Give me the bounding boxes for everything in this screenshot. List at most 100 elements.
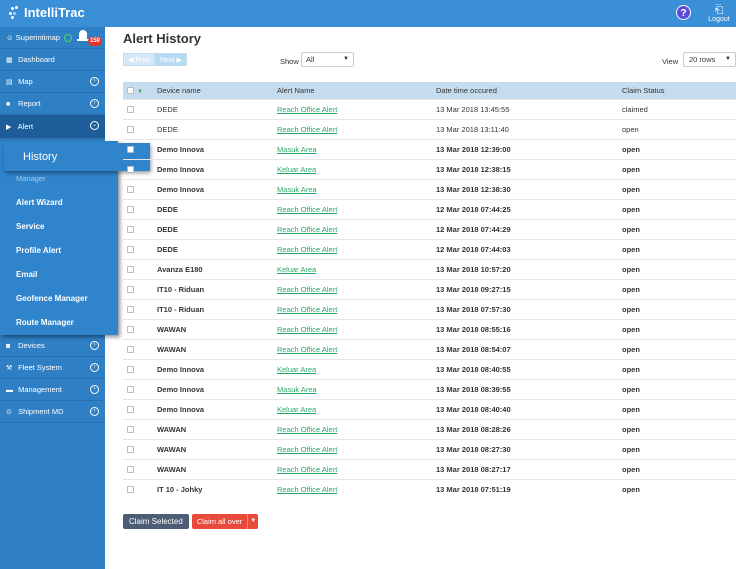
sidebar-item-management[interactable]: ▬ Management ›	[0, 379, 105, 401]
row-checkbox-cell[interactable]	[123, 258, 153, 279]
row-checkbox[interactable]	[127, 366, 134, 374]
table-row[interactable]: DEDE Reach Office Alert 12 Mar 2018 07:44:…	[123, 218, 736, 239]
row-checkbox[interactable]	[127, 326, 134, 334]
row-checkbox-cell[interactable]	[123, 218, 153, 239]
row-checkbox-cell[interactable]	[123, 318, 153, 339]
view-select[interactable]: 20 rows ▼	[683, 52, 736, 67]
row-checkbox[interactable]	[127, 226, 134, 234]
col-datetime[interactable]: Date time occured	[432, 82, 618, 99]
prev-button[interactable]: ◀ Prev	[123, 53, 155, 66]
bell-icon[interactable]	[77, 30, 89, 43]
row-checkbox[interactable]	[127, 466, 134, 474]
row-checkbox[interactable]	[127, 346, 134, 354]
alert-link[interactable]: Reach Office Alert	[277, 324, 338, 334]
help-button[interactable]: ?	[676, 5, 691, 20]
table-row[interactable]: Demo Innova Masuk Area 13 Mar 2018 08:39:5…	[123, 378, 736, 399]
sidebar-item-map[interactable]: ▤ Map ›	[0, 71, 105, 93]
table-row[interactable]: WAWAN Reach Office Alert 13 Mar 2018 08:55…	[123, 318, 736, 339]
row-checkbox[interactable]	[127, 186, 134, 194]
row-checkbox[interactable]	[127, 106, 134, 114]
submenu-item-alert-wizard[interactable]: Alert Wizard	[16, 198, 63, 207]
sidebar-item-shipment-md[interactable]: ⊙ Shipment MD ›	[0, 401, 105, 423]
alert-link[interactable]: Masuk Area	[277, 184, 317, 194]
claim-selected-button[interactable]: Claim Selected	[123, 514, 189, 529]
table-row[interactable]: Avanza E180 Keluar Area 13 Mar 2018 10:57:…	[123, 258, 736, 279]
table-row[interactable]: DEDE Reach Office Alert 12 Mar 2018 07:44:…	[123, 198, 736, 219]
col-device-name[interactable]: Device name	[153, 82, 273, 99]
alert-link[interactable]: Keluar Area	[277, 364, 317, 374]
row-checkbox-cell[interactable]	[123, 198, 153, 219]
next-button[interactable]: Next ▶	[155, 53, 187, 66]
logo[interactable]: IntelliTrac	[8, 4, 85, 20]
sidebar-item-report[interactable]: ■ Report ›	[0, 93, 105, 115]
sort-caret-icon[interactable]: ▼	[137, 88, 143, 95]
alert-link[interactable]: Reach Office Alert	[277, 104, 338, 114]
sidebar-item-fleet-system[interactable]: ⚒ Fleet System ›	[0, 357, 105, 379]
row-checkbox[interactable]	[127, 386, 134, 394]
row-checkbox-cell[interactable]	[123, 298, 153, 319]
row-checkbox-cell[interactable]	[123, 238, 153, 259]
row-checkbox-cell[interactable]	[123, 438, 153, 459]
submenu-item-service[interactable]: Service	[16, 222, 45, 231]
row-checkbox-cell[interactable]	[123, 378, 153, 399]
sidebar-item-alert[interactable]: ▶ Alert ⌄	[0, 115, 105, 139]
submenu-item-profile-alert[interactable]: Profile Alert	[16, 246, 62, 255]
row-checkbox[interactable]	[127, 266, 134, 274]
select-all-checkbox[interactable]	[127, 87, 134, 95]
row-checkbox-cell[interactable]	[123, 178, 153, 199]
alert-link[interactable]: Reach Office Alert	[277, 344, 338, 354]
alert-link[interactable]: Reach Office Alert	[277, 224, 338, 234]
row-checkbox[interactable]	[127, 486, 134, 494]
row-checkbox[interactable]	[127, 146, 134, 154]
row-checkbox[interactable]	[127, 246, 134, 254]
row-checkbox-cell[interactable]	[123, 98, 153, 119]
alert-link[interactable]: Reach Office Alert	[277, 204, 338, 214]
row-checkbox-cell[interactable]	[123, 418, 153, 439]
alert-link[interactable]: Reach Office Alert	[277, 284, 338, 294]
row-checkbox-cell[interactable]	[123, 478, 153, 499]
row-checkbox[interactable]	[127, 306, 134, 314]
show-select[interactable]: All ▼	[301, 52, 354, 67]
table-row[interactable]: WAWAN Reach Office Alert 13 Mar 2018 08:27…	[123, 458, 736, 479]
table-row[interactable]: DEDE Reach Office Alert 12 Mar 2018 07:44:…	[123, 238, 736, 259]
submenu-item-email[interactable]: Email	[16, 270, 38, 279]
table-row[interactable]: IT10 - Riduan Reach Office Alert 13 Mar 20…	[123, 298, 736, 319]
submenu-item-geofence-manager[interactable]: Geofence Manager	[16, 294, 88, 303]
table-row[interactable]: Demo Innova Keluar Area 13 Mar 2018 08:40:…	[123, 358, 736, 379]
row-checkbox-cell[interactable]	[123, 358, 153, 379]
row-checkbox[interactable]	[127, 426, 134, 434]
table-row[interactable]: IT10 - Riduan Reach Office Alert 13 Mar 20…	[123, 278, 736, 299]
table-row[interactable]: Demo Innova Masuk Area 13 Mar 2018 12:38:3…	[123, 178, 736, 199]
row-checkbox-cell[interactable]	[123, 458, 153, 479]
col-claim-status[interactable]: Claim Status	[618, 82, 736, 99]
table-row[interactable]: WAWAN Reach Office Alert 13 Mar 2018 08:27…	[123, 438, 736, 459]
alert-link[interactable]: Reach Office Alert	[277, 304, 338, 314]
row-checkbox[interactable]	[127, 286, 134, 294]
alert-link[interactable]: Reach Office Alert	[277, 464, 338, 474]
table-row[interactable]: Demo Innova Masuk Area 13 Mar 2018 12:39:0…	[123, 138, 736, 159]
row-checkbox[interactable]	[127, 406, 134, 414]
row-checkbox[interactable]	[127, 166, 134, 174]
col-alert-name[interactable]: Alert Name	[273, 82, 432, 99]
select-all-header[interactable]: ▼	[123, 82, 153, 99]
row-checkbox-cell[interactable]	[123, 118, 153, 139]
row-checkbox-cell[interactable]	[123, 338, 153, 359]
alert-link[interactable]: Reach Office Alert	[277, 424, 338, 434]
alert-link[interactable]: Masuk Area	[277, 144, 317, 154]
table-row[interactable]: DEDE Reach Office Alert 13 Mar 2018 13:11:…	[123, 118, 736, 139]
table-row[interactable]: IT 10 - Johky Reach Office Alert 13 Mar 20…	[123, 478, 736, 499]
sidebar-item-devices[interactable]: ◙ Devices ›	[0, 335, 105, 357]
alert-link[interactable]: Reach Office Alert	[277, 124, 338, 134]
alert-link[interactable]: Keluar Area	[277, 404, 317, 414]
alert-link[interactable]: Reach Office Alert	[277, 444, 338, 454]
table-row[interactable]: WAWAN Reach Office Alert 13 Mar 2018 08:54…	[123, 338, 736, 359]
row-checkbox-cell[interactable]	[123, 158, 153, 179]
row-checkbox-cell[interactable]	[123, 138, 153, 159]
submenu-item-route-manager[interactable]: Route Manager	[16, 318, 74, 327]
claim-dropdown-caret-icon[interactable]: ▼	[247, 514, 259, 529]
table-row[interactable]: WAWAN Reach Office Alert 13 Mar 2018 08:28…	[123, 418, 736, 439]
row-checkbox[interactable]	[127, 126, 134, 134]
submenu-item-manager[interactable]: Manager	[16, 174, 46, 183]
row-checkbox-cell[interactable]	[123, 398, 153, 419]
claim-all-over-button[interactable]: Claim all over	[191, 514, 248, 529]
